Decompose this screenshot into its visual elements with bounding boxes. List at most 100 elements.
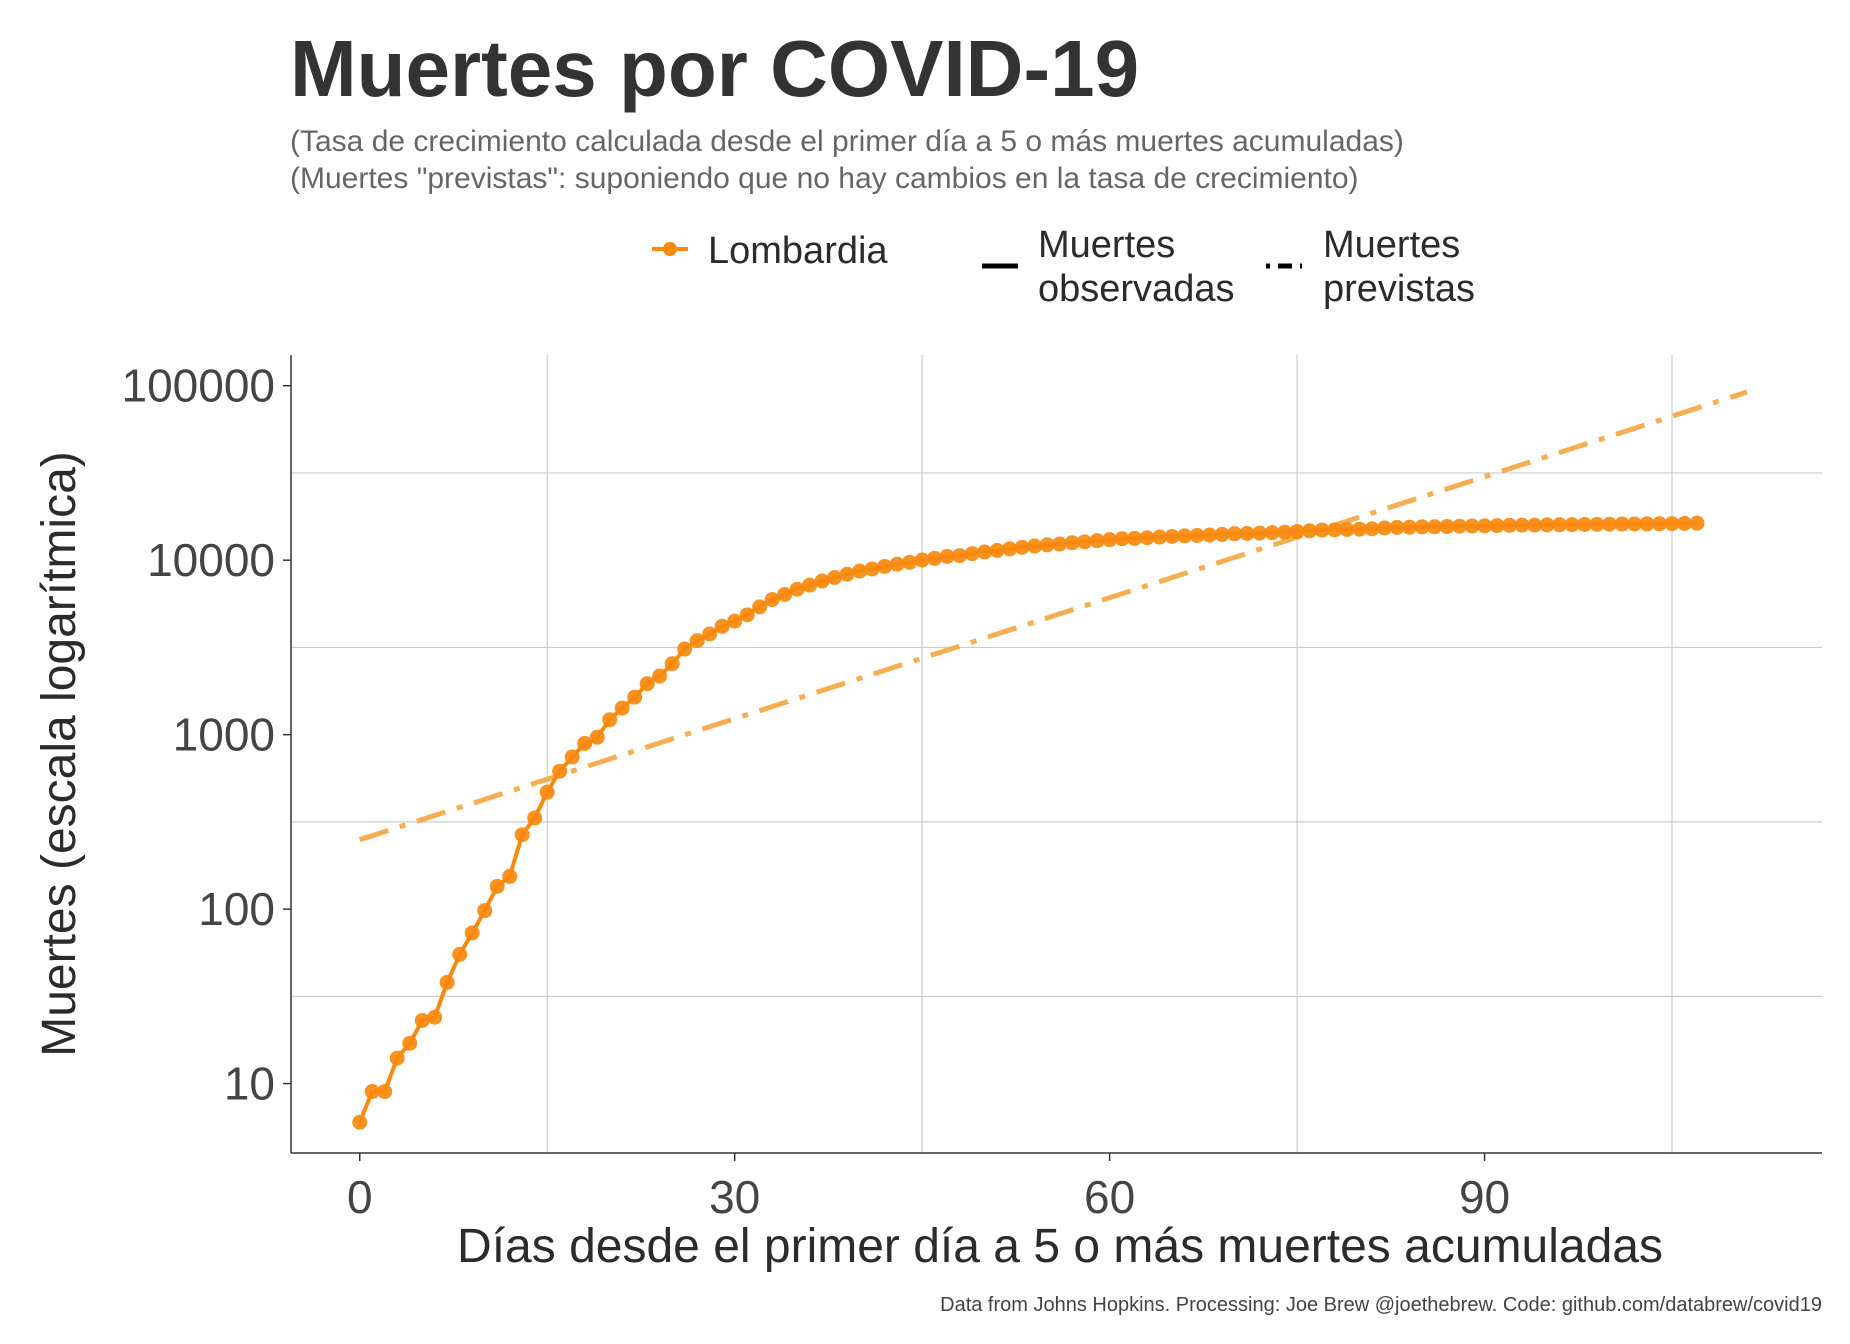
data-point xyxy=(1389,519,1405,535)
data-point xyxy=(1689,515,1705,531)
series-line-lombardia xyxy=(357,521,1698,1124)
data-point xyxy=(789,581,805,597)
data-point xyxy=(614,700,630,716)
data-point xyxy=(639,676,655,692)
data-point xyxy=(1527,517,1543,533)
data-point xyxy=(977,544,993,560)
predicted-series xyxy=(358,389,1748,843)
data-point xyxy=(1277,524,1293,540)
data-point xyxy=(802,577,818,593)
data-point xyxy=(1152,529,1168,545)
data-point xyxy=(1402,519,1418,535)
data-point xyxy=(1639,516,1655,532)
legend-series-label: Lombardia xyxy=(708,230,888,272)
x-axis-title: Días desde el primer día a 5 o más muert… xyxy=(457,1220,1663,1273)
data-point xyxy=(427,1009,443,1025)
data-point xyxy=(1289,523,1305,539)
data-point xyxy=(1177,528,1193,544)
data-point xyxy=(1427,519,1443,535)
data-point xyxy=(689,633,705,649)
x-tick-label: 0 xyxy=(347,1171,373,1223)
data-point xyxy=(927,550,943,566)
legend-predicted-label-line-2: previstas xyxy=(1323,268,1475,310)
data-point xyxy=(1339,521,1355,537)
data-point xyxy=(1677,515,1693,531)
data-point xyxy=(1164,528,1180,544)
data-point xyxy=(1014,539,1030,555)
data-point xyxy=(1027,538,1043,554)
data-point xyxy=(664,656,680,672)
y-tick-label: 10 xyxy=(224,1058,275,1110)
data-point xyxy=(514,827,530,843)
data-point xyxy=(502,868,518,884)
data-point xyxy=(702,626,718,642)
data-point xyxy=(1239,525,1255,541)
data-point xyxy=(739,607,755,623)
data-point xyxy=(677,641,693,657)
data-point xyxy=(652,668,668,684)
data-point xyxy=(752,599,768,615)
y-tick-label: 1000 xyxy=(173,709,275,761)
data-point xyxy=(964,546,980,562)
y-tick-label: 10000 xyxy=(147,534,275,586)
data-point xyxy=(989,542,1005,558)
y-tick-labels: 10 100 1000 10000 100000 xyxy=(122,360,291,1110)
legend-observed-label-line-2: observadas xyxy=(1038,268,1234,310)
data-point xyxy=(527,810,543,826)
data-point xyxy=(402,1035,418,1051)
data-point xyxy=(1227,526,1243,542)
data-point xyxy=(1539,517,1555,533)
data-point xyxy=(464,925,480,941)
data-point xyxy=(364,1084,380,1100)
chart-title: Muertes por COVID-19 xyxy=(290,24,1139,113)
data-point xyxy=(1189,527,1205,543)
data-point xyxy=(1589,516,1605,532)
predicted-line xyxy=(358,389,1748,843)
data-point xyxy=(1652,516,1668,532)
data-point xyxy=(627,689,643,705)
data-point xyxy=(489,878,505,894)
data-point xyxy=(414,1012,430,1028)
data-point xyxy=(1377,520,1393,536)
data-point xyxy=(1439,519,1455,535)
data-point xyxy=(1352,521,1368,537)
data-point xyxy=(764,592,780,608)
gridlines xyxy=(291,355,1822,1153)
data-point xyxy=(1602,516,1618,532)
x-tick-label: 90 xyxy=(1459,1171,1510,1223)
data-point xyxy=(814,573,830,589)
y-tick-label: 100 xyxy=(198,883,275,935)
legend-predicted-label-line-1: Muertes xyxy=(1323,224,1460,266)
data-point xyxy=(939,548,955,564)
data-point xyxy=(552,763,568,779)
data-point xyxy=(777,586,793,602)
legend-observed-label-line-1: Muertes xyxy=(1038,224,1175,266)
data-point xyxy=(1502,517,1518,533)
x-tick-label: 60 xyxy=(1084,1171,1135,1223)
data-point xyxy=(1514,517,1530,533)
axes xyxy=(290,355,1822,1154)
data-point xyxy=(1089,533,1105,549)
data-point xyxy=(952,548,968,564)
data-point xyxy=(1202,527,1218,543)
data-point xyxy=(1364,521,1380,537)
chart-subtitle-line-1: (Tasa de crecimiento calculada desde el … xyxy=(290,125,1404,158)
data-point xyxy=(1577,517,1593,533)
data-point xyxy=(727,613,743,629)
data-point xyxy=(377,1084,393,1100)
data-point xyxy=(477,903,493,919)
data-point xyxy=(1039,537,1055,553)
y-axis-title: Muertes (escala logarítmica) xyxy=(33,451,86,1057)
data-point xyxy=(902,554,918,570)
data-point xyxy=(1127,530,1143,546)
data-point xyxy=(1252,525,1268,541)
data-point xyxy=(1214,526,1230,542)
data-point xyxy=(589,729,605,745)
data-point xyxy=(1464,518,1480,534)
data-point xyxy=(714,618,730,634)
y-tick-label: 100000 xyxy=(122,360,276,412)
data-point xyxy=(577,735,593,751)
data-point xyxy=(1064,535,1080,551)
legend-series-point-icon xyxy=(663,242,677,256)
